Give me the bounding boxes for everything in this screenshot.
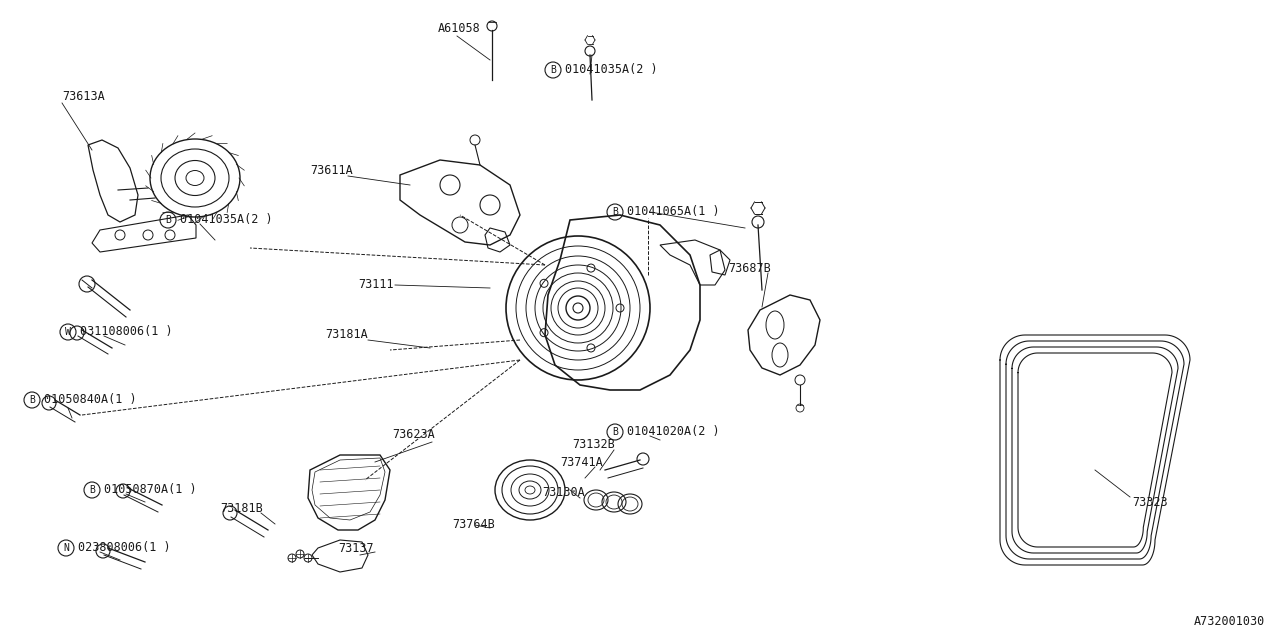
Text: 73181A: 73181A [325,328,367,342]
Text: 73687B: 73687B [728,262,771,275]
Text: N: N [63,543,69,553]
Text: 73764B: 73764B [452,518,495,531]
Text: B: B [29,395,35,405]
Text: B: B [550,65,556,75]
Text: 01041065A(1 ): 01041065A(1 ) [627,205,719,218]
Text: 73623A: 73623A [392,429,435,442]
Text: B: B [90,485,95,495]
Text: A732001030: A732001030 [1194,615,1265,628]
Text: 73611A: 73611A [310,163,353,177]
Text: 031108006(1 ): 031108006(1 ) [79,326,173,339]
Text: 73111: 73111 [358,278,394,291]
Text: B: B [165,215,172,225]
Text: 73741A: 73741A [561,456,603,468]
Text: 01050840A(1 ): 01050840A(1 ) [44,394,137,406]
Text: 01041020A(2 ): 01041020A(2 ) [627,426,719,438]
Text: 01050870A(1 ): 01050870A(1 ) [104,483,197,497]
Text: 01041035A(2 ): 01041035A(2 ) [564,63,658,77]
Text: B: B [612,427,618,437]
Text: 73137: 73137 [338,541,374,554]
Text: 73132B: 73132B [572,438,614,451]
Text: 73323: 73323 [1132,495,1167,509]
Text: 023808006(1 ): 023808006(1 ) [78,541,170,554]
Text: 73181B: 73181B [220,502,262,515]
Text: A61058: A61058 [438,22,481,35]
Text: W: W [65,327,70,337]
Text: 73130A: 73130A [541,486,585,499]
Text: B: B [612,207,618,217]
Text: 01041035A(2 ): 01041035A(2 ) [180,214,273,227]
Text: 73613A: 73613A [61,90,105,104]
